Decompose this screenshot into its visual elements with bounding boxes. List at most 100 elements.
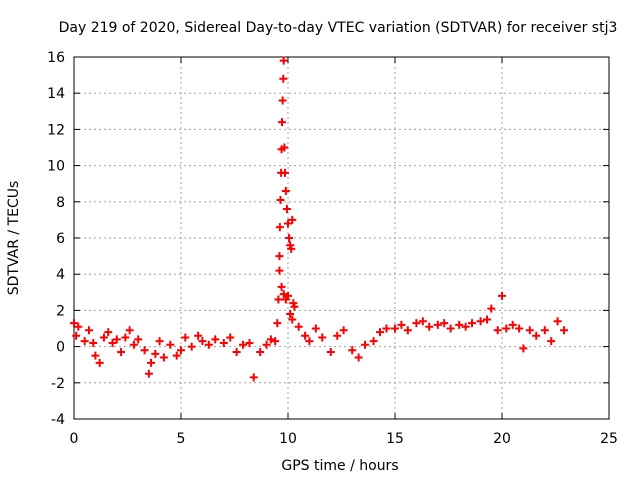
data-point-marker	[369, 337, 378, 346]
data-point-marker	[70, 319, 78, 328]
data-point-marker	[275, 266, 284, 275]
data-point-marker	[278, 118, 287, 127]
y-tick-label: 2	[56, 303, 65, 319]
data-point-marker	[147, 358, 156, 367]
data-point-marker	[121, 333, 130, 342]
data-point-marker	[74, 322, 83, 331]
data-point-marker	[361, 340, 370, 349]
data-point-marker	[519, 344, 528, 353]
data-point-marker	[318, 333, 327, 342]
data-point-marker	[91, 351, 100, 360]
data-point-marker	[245, 338, 254, 347]
data-point-marker	[232, 348, 241, 357]
data-point-marker	[425, 322, 434, 331]
data-point-marker	[540, 326, 549, 335]
data-point-marker	[288, 215, 297, 224]
data-point-marker	[433, 320, 442, 329]
data-point-marker	[155, 337, 164, 346]
x-tick-label: 5	[177, 431, 186, 447]
data-point-marker	[418, 317, 427, 326]
data-point-marker	[397, 320, 406, 329]
data-point-marker	[294, 322, 303, 331]
data-point-marker	[89, 338, 98, 347]
data-point-marker	[226, 333, 235, 342]
data-point-marker	[249, 373, 258, 382]
y-tick-label: -4	[51, 412, 65, 428]
data-point-marker	[288, 315, 297, 324]
x-tick-label: 20	[493, 431, 511, 447]
y-tick-label: 14	[47, 86, 65, 102]
data-point-marker	[483, 315, 492, 324]
axis-ticks: 0 5 10 15 20 25 -4 -2 0 2 4 6 8 10 12 14 16	[47, 50, 618, 447]
data-point-marker	[498, 291, 506, 300]
data-point-marker	[279, 56, 288, 65]
data-point-marker	[348, 346, 357, 355]
data-point-marker	[354, 353, 363, 362]
data-point-marker	[278, 96, 287, 105]
data-point-marker	[134, 335, 143, 344]
data-point-marker	[455, 320, 464, 329]
data-point-marker	[311, 324, 320, 333]
data-point-marker	[273, 319, 282, 328]
y-tick-label: 12	[47, 122, 65, 138]
data-point-marker	[391, 324, 399, 333]
data-point-marker	[129, 340, 138, 349]
data-point-marker	[508, 320, 517, 329]
data-point-marker	[144, 369, 153, 378]
data-point-marker	[376, 328, 385, 337]
data-point-marker	[219, 338, 228, 347]
data-point-marker	[281, 168, 290, 177]
x-axis-label: GPS time / hours	[281, 458, 398, 474]
data-point-marker	[276, 195, 285, 204]
data-point-marker	[172, 351, 181, 360]
data-point-marker	[271, 337, 280, 346]
data-point-marker	[403, 326, 412, 335]
chart-title: Day 219 of 2020, Sidereal Day-to-day VTE…	[59, 20, 618, 36]
data-point-marker	[274, 295, 283, 304]
data-points	[70, 56, 569, 382]
data-point-marker	[99, 333, 108, 342]
data-point-marker	[553, 317, 562, 326]
y-axis-label: SDTVAR / TECUs	[6, 181, 22, 296]
data-point-marker	[412, 319, 421, 328]
data-point-marker	[104, 328, 113, 337]
data-point-marker	[476, 317, 485, 326]
x-tick-label: 25	[600, 431, 618, 447]
data-point-marker	[262, 340, 271, 349]
y-tick-label: 6	[56, 231, 65, 247]
data-point-marker	[502, 324, 511, 333]
data-point-marker	[159, 353, 168, 362]
data-point-marker	[140, 346, 149, 355]
data-point-marker	[284, 219, 292, 228]
data-point-marker	[446, 324, 455, 333]
y-tick-label: -2	[51, 376, 65, 392]
data-point-marker	[266, 335, 275, 344]
data-point-marker	[80, 337, 89, 346]
data-point-marker	[166, 340, 175, 349]
data-point-marker	[301, 331, 310, 340]
data-point-marker	[177, 346, 185, 355]
data-point-marker	[198, 337, 207, 346]
data-point-marker	[117, 348, 126, 357]
data-point-marker	[461, 322, 470, 331]
data-point-marker	[211, 335, 220, 344]
data-point-marker	[281, 186, 290, 195]
data-point-marker	[382, 324, 391, 333]
data-point-marker	[256, 348, 265, 357]
data-point-marker	[305, 337, 314, 346]
data-point-marker	[181, 333, 190, 342]
data-point-marker	[275, 223, 284, 232]
x-tick-label: 0	[70, 431, 79, 447]
data-point-marker	[547, 337, 556, 346]
data-point-marker	[560, 326, 569, 335]
y-tick-label: 0	[56, 340, 65, 356]
data-point-marker	[95, 358, 104, 367]
data-point-marker	[468, 319, 477, 328]
data-point-marker	[125, 326, 134, 335]
data-point-marker	[108, 338, 117, 347]
data-point-marker	[440, 319, 449, 328]
data-point-marker	[515, 324, 524, 333]
data-point-marker	[326, 348, 335, 357]
x-tick-label: 10	[279, 431, 297, 447]
